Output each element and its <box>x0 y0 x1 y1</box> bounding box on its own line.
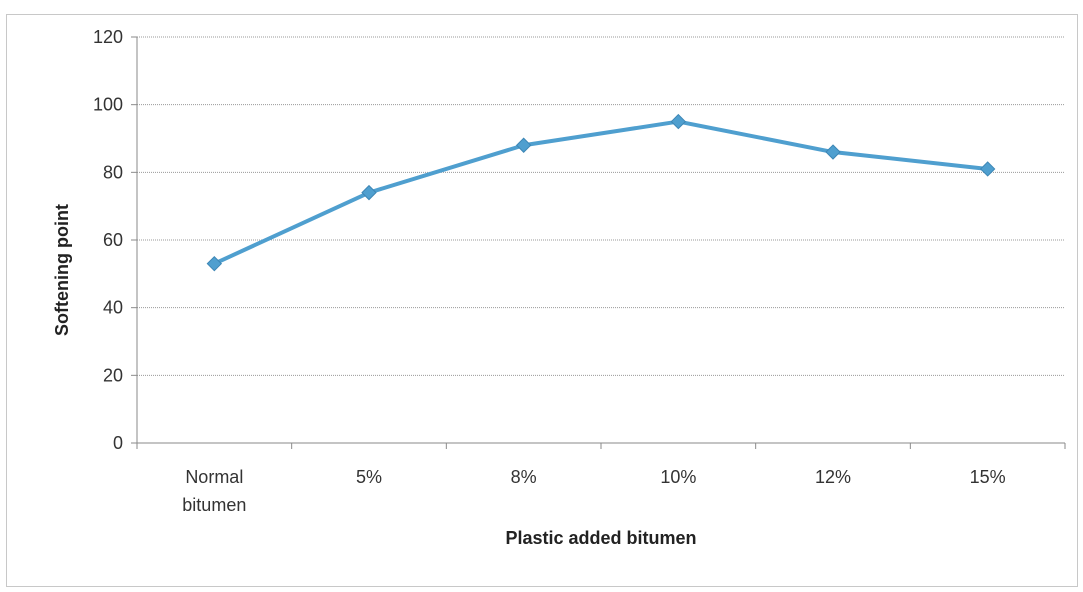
x-axis-title: Plastic added bitumen <box>505 528 696 548</box>
x-tick-label: 5% <box>356 467 382 487</box>
x-tick-label: 12% <box>815 467 851 487</box>
y-tick-labels: 0 20 40 60 80 100 120 <box>93 27 123 453</box>
axes <box>131 36 1066 449</box>
y-tick-label: 100 <box>93 95 123 115</box>
x-tick-label: Normal bitumen <box>182 467 246 515</box>
x-tick-label: 8% <box>511 467 537 487</box>
x-tick-label: 15% <box>970 467 1006 487</box>
series-line <box>212 119 990 266</box>
x-tick-label: 10% <box>660 467 696 487</box>
data-point-marker <box>361 184 377 201</box>
y-tick-label: 60 <box>103 230 123 250</box>
y-tick-label: 20 <box>103 365 123 385</box>
y-tick-label: 40 <box>103 298 123 318</box>
y-tick-label: 120 <box>93 27 123 47</box>
data-point-marker <box>670 113 687 130</box>
data-point-marker <box>825 144 841 160</box>
series-group <box>206 113 996 272</box>
data-point-marker <box>979 161 996 177</box>
y-tick-label: 80 <box>103 162 123 182</box>
y-tick-label: 0 <box>113 433 123 453</box>
data-point-marker <box>515 137 532 153</box>
gridlines <box>137 36 1065 376</box>
y-axis-title: Softening point <box>52 204 72 336</box>
chart-frame <box>6 14 1078 587</box>
x-tick-labels: Normal bitumen 5% 8% 10% 12% 15% <box>182 467 1005 515</box>
data-point-marker <box>206 255 223 272</box>
